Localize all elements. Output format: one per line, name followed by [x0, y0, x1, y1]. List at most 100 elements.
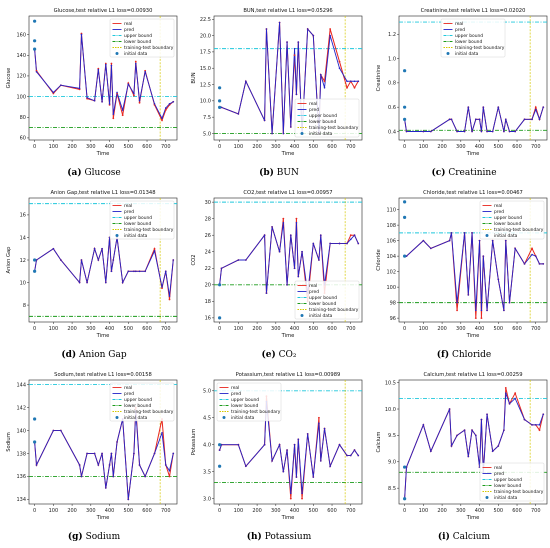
y-tick-label: 1.2	[388, 32, 396, 38]
y-tick-label: 3.5	[203, 469, 211, 475]
y-tick-label: 10.0	[385, 407, 396, 413]
initial-data-point	[33, 47, 37, 51]
legend-label: real	[309, 101, 317, 107]
pred-point	[478, 239, 481, 242]
legend-label: real	[309, 283, 317, 289]
pred-point	[52, 247, 55, 250]
x-tick-label: 300	[86, 508, 96, 514]
real-point	[295, 217, 298, 220]
x-tick-label: 300	[86, 144, 96, 150]
legend-label: lower bound	[124, 39, 151, 45]
y-axis-label: BUN	[191, 72, 197, 83]
pred-point	[306, 28, 309, 30]
subfigure-caption: (i) Calcium	[375, 532, 550, 542]
pred-point	[503, 130, 505, 133]
x-tick-label: 100	[234, 144, 244, 150]
subfigure-caption: (g) Sodium	[5, 532, 183, 542]
x-tick-label: 200	[67, 144, 77, 150]
x-axis-label: Time	[281, 333, 295, 339]
pred-point	[295, 222, 298, 224]
x-tick-label: 700	[346, 144, 356, 150]
pred-point	[237, 113, 240, 115]
x-tick-label: 300	[456, 326, 466, 332]
legend-label: upper bound	[455, 33, 483, 39]
pred-point	[293, 267, 296, 270]
legend-label: training-test boundary	[124, 227, 174, 233]
pred-point	[503, 429, 505, 431]
legend-label: initial data	[494, 495, 518, 501]
pred-point	[475, 309, 477, 312]
pred-point	[265, 292, 268, 294]
legend-label: training-test boundary	[455, 45, 505, 51]
pred-point	[297, 275, 300, 278]
pred-point	[110, 64, 113, 67]
initial-data-point	[218, 443, 222, 447]
initial-data-point	[33, 258, 37, 262]
pred-point	[127, 498, 130, 501]
initial-data-point	[33, 440, 37, 444]
y-tick-label: 1.0	[388, 56, 396, 62]
pred-point	[353, 80, 356, 83]
pred-point	[422, 239, 425, 242]
subfigure-letter: (i)	[437, 532, 450, 542]
pred-point	[237, 443, 240, 446]
legend-marker	[485, 496, 489, 499]
pred-point	[263, 443, 266, 446]
pred-point	[35, 464, 38, 466]
chart-panel-co2: CO2,test relative L1 loss=0.00957 16 18 20 2…	[190, 186, 368, 366]
legend-marker	[485, 234, 489, 237]
y-tick-label: 120	[16, 74, 26, 80]
real-point	[282, 217, 285, 220]
pred-point	[105, 487, 107, 489]
x-tick-label: 200	[437, 326, 447, 332]
pred-point	[450, 445, 453, 447]
pred-point	[105, 63, 107, 66]
pred-point	[153, 452, 156, 455]
pred-point	[491, 239, 494, 242]
legend-label: training-test boundary	[494, 489, 544, 495]
legend-label: initial data	[231, 415, 255, 421]
x-tick-label: 700	[346, 326, 356, 332]
chart-panel-calcium: Calcium,test relative L1 loss=0.00259 8.5…	[375, 368, 550, 548]
legend-label: training-test boundary	[309, 125, 359, 131]
pred-point	[349, 238, 352, 241]
subfigure-caption: (a) Glucose	[5, 168, 183, 178]
legend-label: initial data	[309, 131, 333, 137]
x-tick-label: 0	[218, 144, 221, 150]
pred-point	[80, 475, 83, 478]
pred-point	[144, 71, 146, 73]
legend-label: real	[494, 203, 502, 209]
y-tick-label: 138	[16, 451, 26, 457]
pred-point	[542, 263, 545, 265]
pred-point	[329, 465, 331, 468]
pred-point	[422, 130, 425, 133]
pred-point	[329, 34, 331, 37]
y-tick-label: 18	[205, 299, 211, 305]
pred-point	[168, 469, 171, 472]
pred-point	[538, 263, 541, 265]
x-tick-label: 100	[234, 508, 244, 514]
pred-point	[93, 452, 96, 455]
legend-label: training-test boundary	[494, 227, 544, 233]
pred-point	[463, 130, 466, 133]
pred-point	[164, 464, 167, 466]
pred-point	[271, 460, 273, 462]
y-axis-label: Calcium	[376, 432, 382, 453]
y-tick-label: 108	[386, 223, 396, 229]
pred-point	[271, 132, 273, 135]
x-tick-label: 400	[290, 326, 300, 332]
pred-point	[110, 270, 113, 273]
legend-label: lower bound	[309, 301, 336, 307]
pred-point	[60, 429, 62, 432]
pred-point	[282, 132, 285, 135]
pred-point	[172, 100, 175, 103]
pred-point	[508, 402, 511, 405]
x-tick-label: 400	[290, 144, 300, 150]
legend-label: initial data	[124, 233, 148, 239]
initial-data-point	[218, 99, 222, 103]
pred-point	[78, 87, 81, 90]
